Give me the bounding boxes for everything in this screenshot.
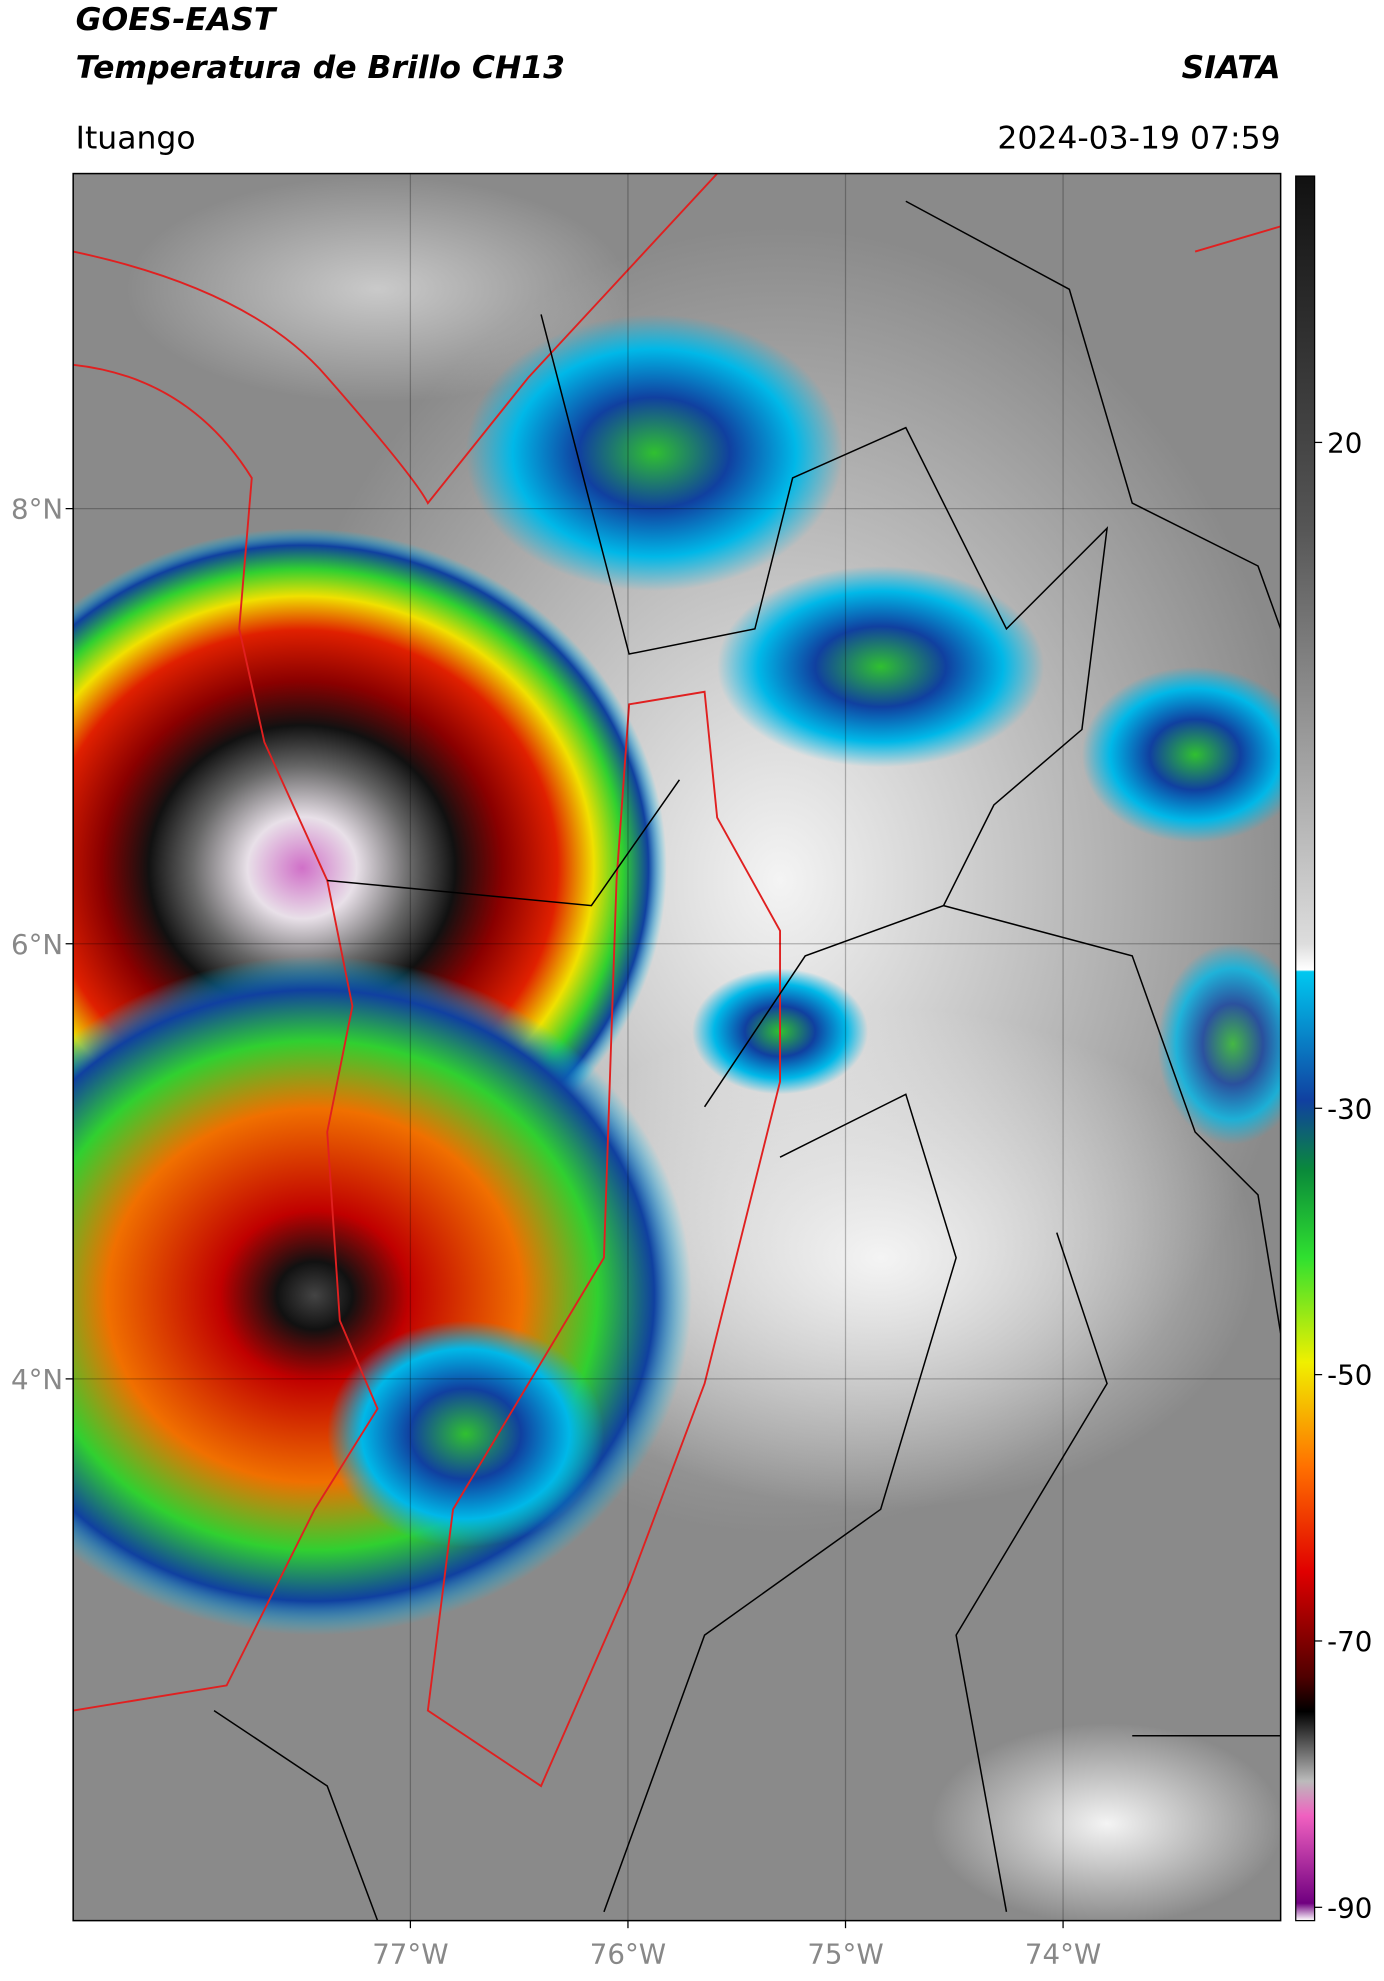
boundaries [73, 173, 1281, 1921]
lon-label: 76°W [590, 1937, 666, 1970]
colorbar-label: -70 [1327, 1625, 1372, 1658]
satellite-image [73, 173, 1281, 1921]
location: Ituango [76, 120, 196, 156]
lon-label: 77°W [372, 1937, 448, 1970]
title: GOES-EAST [76, 2, 278, 38]
colorbar-label: -90 [1327, 1891, 1372, 1924]
org: SIATA [1182, 50, 1281, 86]
lat-label: 8°N [11, 493, 63, 526]
lon-label: 74°W [1025, 1937, 1101, 1970]
subtitle: Temperatura de Brillo CH13 [76, 50, 565, 86]
lat-label: 4°N [11, 1363, 63, 1396]
datetime: 2024-03-19 07:59 [997, 120, 1280, 156]
lon-label: 75°W [807, 1937, 883, 1970]
colorbar [1295, 175, 1316, 1922]
colorbar-label: -30 [1327, 1092, 1372, 1125]
lat-label: 6°N [11, 928, 63, 961]
map-frame [72, 172, 1282, 1922]
colorbar-label: -50 [1327, 1359, 1372, 1392]
colorbar-label: 20 [1327, 426, 1362, 459]
